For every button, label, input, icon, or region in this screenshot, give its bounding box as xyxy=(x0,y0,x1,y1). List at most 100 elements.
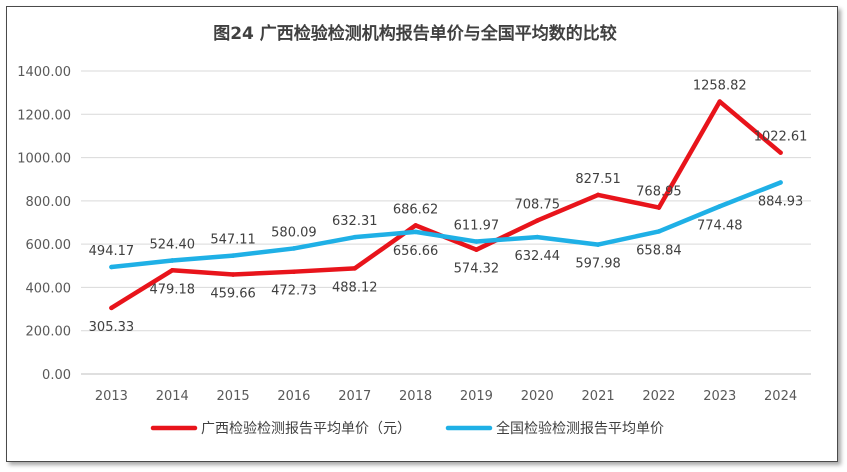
series-lines xyxy=(109,99,783,311)
y-tick-label: 0.00 xyxy=(42,368,71,383)
data-label-series-1: 459.66 xyxy=(210,287,256,302)
y-tick-label: 1000.00 xyxy=(17,152,71,167)
x-tick-label: 2021 xyxy=(582,389,615,404)
chart-title: 图24 广西检验检测机构报告单价与全国平均数的比较 xyxy=(213,23,617,44)
y-tick-label: 400.00 xyxy=(26,281,72,296)
data-label-series-2: 580.09 xyxy=(271,225,317,240)
data-label-series-2: 611.97 xyxy=(454,219,500,234)
series-2-segment xyxy=(352,229,418,240)
series-1-point xyxy=(170,268,175,273)
data-label-series-2: 632.44 xyxy=(515,249,561,264)
legend-label: 广西检验检测报告平均单价（元） xyxy=(201,421,411,437)
series-2-segment xyxy=(535,234,601,247)
series-2-segment xyxy=(595,229,662,247)
series-1-point xyxy=(717,99,722,104)
data-label-series-1: 472.73 xyxy=(271,284,317,299)
series-1-point xyxy=(291,269,297,274)
legend-item-1: 广西检验检测报告平均单价（元） xyxy=(150,421,411,437)
series-1-segment xyxy=(474,218,540,252)
line-chart: 图24 广西检验检测机构报告单价与全国平均数的比较 0.00 200.00 400.… xyxy=(17,23,811,437)
series-2-point xyxy=(717,204,722,209)
series-2-point xyxy=(535,234,540,240)
series-1-segment xyxy=(595,192,662,210)
x-tick-label: 2023 xyxy=(703,389,736,404)
data-label-series-1: 1258.82 xyxy=(693,79,747,94)
series-1-segment xyxy=(291,266,357,274)
data-label-series-2: 632.31 xyxy=(332,214,378,229)
series-2-segment xyxy=(291,234,357,251)
series-1-segment xyxy=(170,268,236,277)
series-1-segment xyxy=(109,268,175,311)
series-1 xyxy=(109,99,783,311)
series-2-point xyxy=(413,229,418,235)
series-2 xyxy=(109,180,783,270)
data-label-series-1: 574.32 xyxy=(454,262,500,277)
series-2-segment xyxy=(170,253,236,263)
series-2-point xyxy=(352,234,357,240)
chart-frame: 图24 广西检验检测机构报告单价与全国平均数的比较 0.00 200.00 400.… xyxy=(6,6,838,462)
y-tick-label: 1200.00 xyxy=(17,108,71,123)
data-label-series-2: 884.93 xyxy=(758,194,804,209)
data-label-series-2: 494.17 xyxy=(89,244,135,259)
series-1-point xyxy=(352,266,357,271)
x-tick-label: 2018 xyxy=(399,389,432,404)
series-2-segment xyxy=(717,180,783,209)
data-label-series-2: 774.48 xyxy=(697,218,743,233)
series-1-point xyxy=(595,192,601,198)
data-label-series-1: 479.18 xyxy=(150,282,196,297)
y-tick-label: 1400.00 xyxy=(17,65,71,80)
legend-label: 全国检验检测报告平均单价 xyxy=(496,420,664,437)
series-2-point xyxy=(109,264,114,270)
series-1-point xyxy=(535,218,540,223)
series-2-point xyxy=(170,258,175,263)
x-tick-label: 2013 xyxy=(95,389,128,404)
series-2-segment xyxy=(230,246,297,258)
series-2-point xyxy=(291,246,297,251)
data-label-series-2: 597.98 xyxy=(575,257,621,272)
data-label-series-2: 547.11 xyxy=(210,233,256,248)
x-tick-label: 2024 xyxy=(764,389,797,404)
data-label-series-1: 686.62 xyxy=(393,202,439,217)
series-2-point xyxy=(778,180,783,185)
legend-item-2: 全国检验检测报告平均单价 xyxy=(445,420,664,437)
series-2-segment xyxy=(474,234,540,244)
series-2-point xyxy=(595,242,601,247)
series-1-segment xyxy=(656,99,722,210)
data-label-series-1: 708.75 xyxy=(515,198,561,213)
y-axis-tick-labels: 0.00 200.00 400.00 600.00 800.00 1000.00 1200.… xyxy=(17,65,71,383)
series-1-segment xyxy=(535,192,601,223)
x-tick-label: 2016 xyxy=(277,389,310,404)
series-2-point xyxy=(474,239,479,244)
data-label-series-1: 827.51 xyxy=(575,172,621,187)
x-tick-label: 2020 xyxy=(521,389,554,404)
y-tick-label: 800.00 xyxy=(26,195,72,210)
series-2-point xyxy=(656,229,662,234)
gridlines xyxy=(81,70,811,375)
data-label-series-1: 768.95 xyxy=(636,185,682,200)
legend: 广西检验检测报告平均单价（元） 全国检验检测报告平均单价 xyxy=(150,420,664,437)
x-tick-label: 2019 xyxy=(460,389,493,404)
series-2-segment xyxy=(656,204,722,234)
series-1-point xyxy=(778,150,783,155)
series-1-segment xyxy=(230,269,297,277)
series-2-point xyxy=(230,253,236,258)
data-label-series-1: 305.33 xyxy=(89,320,135,335)
series-1-point xyxy=(413,223,418,228)
data-label-series-1: 1022.61 xyxy=(754,130,808,145)
series-2-segment xyxy=(413,229,479,244)
series-1-point xyxy=(230,272,236,277)
data-label-series-1: 488.12 xyxy=(332,280,378,295)
series-1-point xyxy=(474,247,479,252)
x-tick-label: 2017 xyxy=(338,389,371,404)
y-tick-label: 600.00 xyxy=(26,238,72,253)
data-labels: 305.33 494.17 479.18 524.40 459.66 547.11 472.… xyxy=(89,79,808,335)
x-tick-label: 2022 xyxy=(642,389,675,404)
series-1-point xyxy=(656,205,662,210)
data-label-series-2: 524.40 xyxy=(150,238,196,253)
series-2-segment xyxy=(109,258,175,270)
x-axis-tick-labels: 2013 2014 2015 2016 2017 2018 2019 2020 2021 2022… xyxy=(95,389,797,404)
series-1-point xyxy=(109,305,114,311)
series-1-segment xyxy=(717,99,783,155)
data-label-series-2: 658.84 xyxy=(636,243,682,258)
x-tick-label: 2014 xyxy=(156,389,189,404)
